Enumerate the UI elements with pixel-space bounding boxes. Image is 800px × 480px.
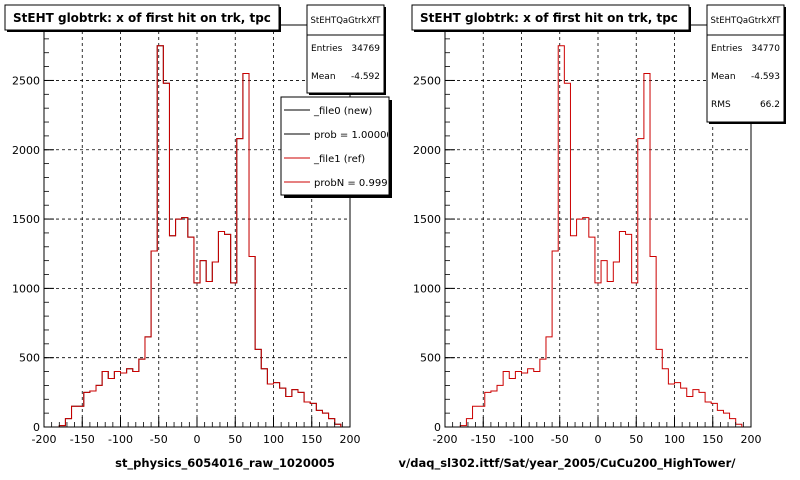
title-box	[411, 4, 690, 31]
stats-box	[306, 4, 385, 94]
x-tick-label: -200	[32, 433, 57, 446]
x-tick-label: -150	[70, 433, 95, 446]
stats-value: 34769	[351, 44, 380, 54]
stats-header: StEHTQaGtrkXfT	[311, 16, 382, 26]
x-tick-label: -100	[509, 433, 534, 446]
legend: _file0 (new) prob = 1.000000 _file1 (ref) p…	[280, 96, 407, 198]
stats-label: Entries	[711, 44, 743, 54]
x-tick-label: 50	[228, 433, 242, 446]
legend-label: _file0 (new)	[313, 106, 372, 117]
x-tick-label: 150	[301, 433, 322, 446]
histogram-panel-2: -200 -150 -100 -50 0 50 100 150 2000500100015002…	[399, 4, 786, 471]
x-tick-label: -50	[551, 433, 569, 446]
title-box	[4, 4, 280, 31]
y-tick-label: 2500	[12, 74, 40, 87]
x-tick-label: -150	[471, 433, 496, 446]
histogram-panel-1: -200 -150 -100 -50 0 50 100 150 2000500100015002…	[4, 4, 407, 471]
legend-label: prob = 1.000000	[314, 130, 399, 141]
stats-value: -4.593	[751, 72, 780, 82]
x-tick-label: -200	[433, 433, 458, 446]
x-axis-label: st_physics_6054016_raw_1020005	[115, 456, 335, 471]
histogram-line	[459, 45, 743, 427]
legend-label: probN = 0.999999	[314, 178, 407, 189]
y-tick-label: 500	[19, 352, 40, 365]
legend-box	[280, 96, 390, 196]
chart-title: StEHT globtrk: x of first hit on trk, tp…	[420, 11, 678, 25]
y-tick-label: 0	[33, 421, 40, 434]
histogram-line	[58, 45, 342, 427]
stats-value: -4.592	[351, 72, 380, 82]
y-tick-label: 2000	[413, 144, 441, 157]
stats-label: Mean	[711, 72, 736, 82]
x-tick-label: 50	[629, 433, 643, 446]
stats-header: StEHTQaGtrkXfT	[711, 16, 782, 26]
y-tick-label: 1500	[12, 213, 40, 226]
y-tick-label: 2000	[12, 144, 40, 157]
stats-label: Entries	[311, 44, 343, 54]
y-tick-label: 1500	[413, 213, 441, 226]
stats-label: Mean	[311, 72, 336, 82]
legend-label: _file1 (ref)	[313, 154, 365, 165]
y-tick-label: 0	[434, 421, 441, 434]
x-tick-label: -50	[150, 433, 168, 446]
stats-box	[706, 4, 785, 123]
x-axis-label: v/daq_sl302.ittf/Sat/year_2005/CuCu200_H…	[399, 456, 737, 471]
x-tick-label: 100	[263, 433, 284, 446]
y-tick-label: 1000	[12, 282, 40, 295]
y-tick-label: 500	[420, 352, 441, 365]
x-tick-label: 150	[702, 433, 723, 446]
y-tick-label: 2500	[413, 74, 441, 87]
x-tick-label: 200	[741, 433, 762, 446]
x-tick-label: -100	[108, 433, 133, 446]
x-tick-label: 100	[664, 433, 685, 446]
chart-title: StEHT globtrk: x of first hit on trk, tp…	[13, 11, 271, 25]
stats-value: 66.2	[760, 100, 780, 110]
x-tick-label: 200	[340, 433, 361, 446]
stats-value: 34770	[751, 44, 780, 54]
x-tick-label: 0	[194, 433, 201, 446]
y-tick-label: 1000	[413, 282, 441, 295]
stats-label: RMS	[711, 100, 731, 110]
x-tick-label: 0	[595, 433, 602, 446]
